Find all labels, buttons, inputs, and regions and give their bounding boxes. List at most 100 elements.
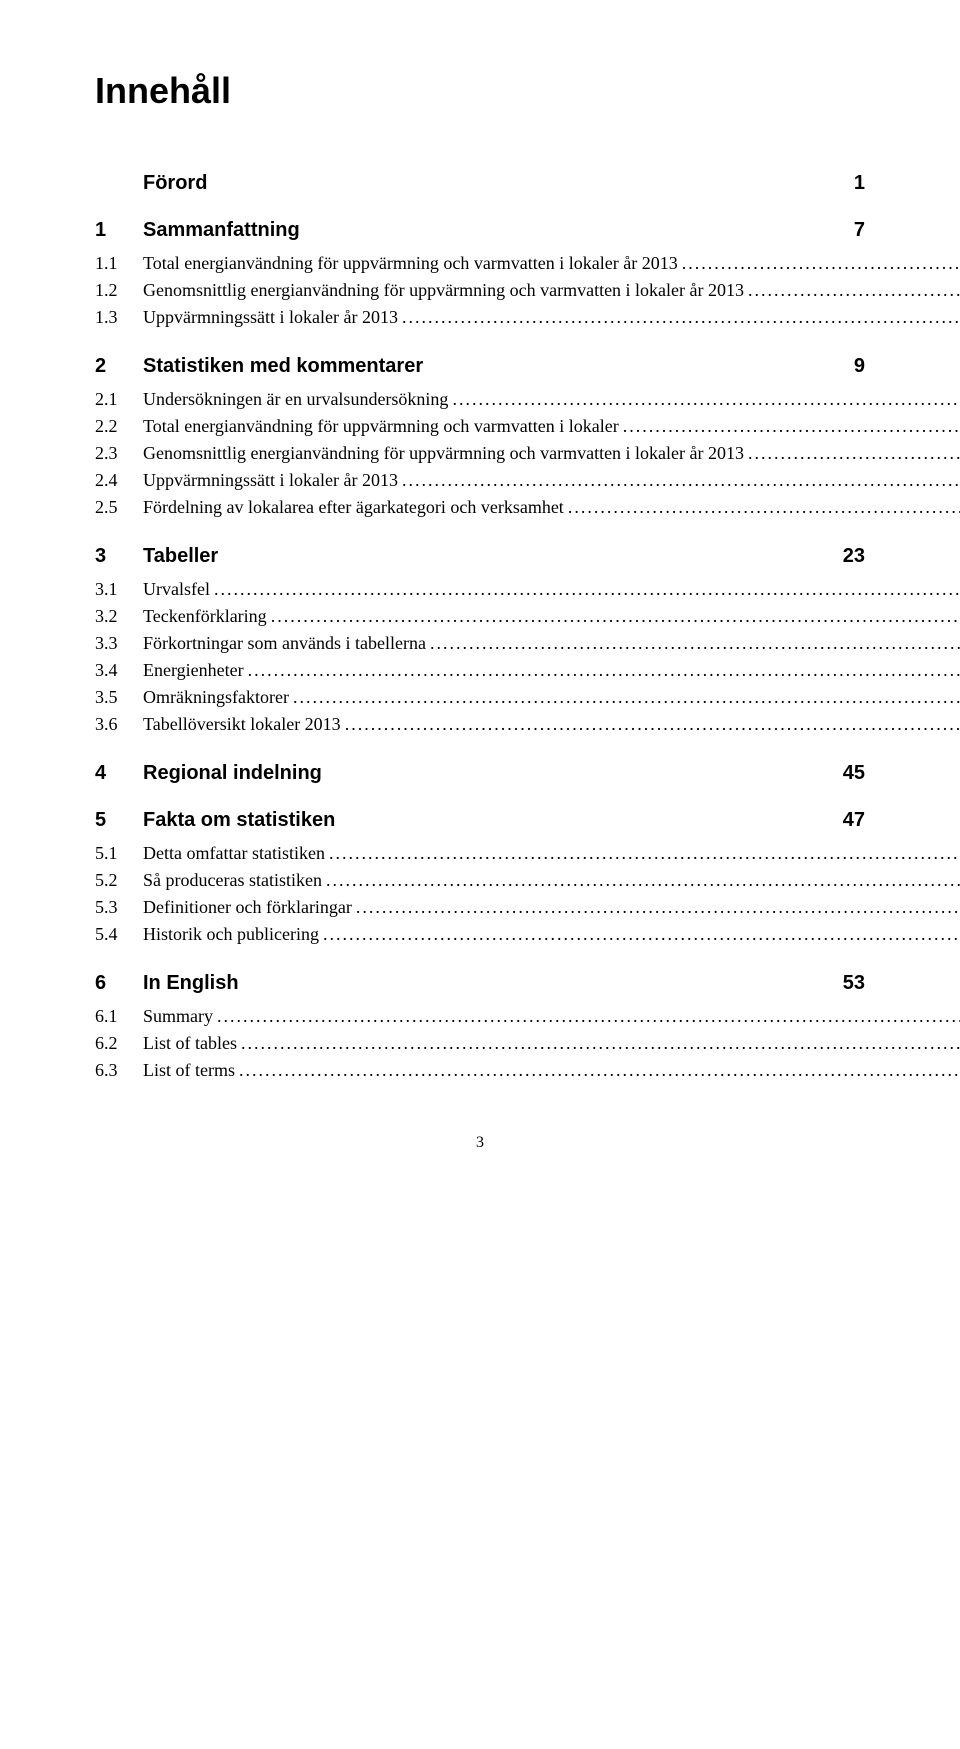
toc-section-heading: 2Statistiken med kommentarer9 [95,355,865,378]
toc-leader-dots [748,440,960,467]
toc-entry-number: 6.2 [95,1030,143,1057]
toc-entry-label-wrap: Uppvärmningssätt i lokaler år 2013 [143,467,960,494]
toc-entry: 2.3Genomsnittlig energianvändning för up… [95,440,865,467]
toc-entry-label: Så produceras statistiken [143,867,322,894]
toc-entry-label-wrap: Summary [143,1003,960,1030]
toc-entry-number: 2.3 [95,440,143,467]
toc-entry-label: Energienheter [143,657,244,684]
toc-entry-label-wrap: Fördelning av lokalarea efter ägarkatego… [143,494,960,521]
toc-entry: 3.6Tabellöversikt lokaler 201324 [95,711,865,738]
page-number: 3 [95,1134,865,1152]
toc-leader-dots [271,603,960,630]
toc-leader-dots [430,630,960,657]
toc-entry-label: Omräkningsfaktorer [143,684,289,711]
toc-entry-label: Definitioner och förklaringar [143,894,352,921]
toc-leader-dots [356,894,960,921]
toc-entry: 3.1Urvalsfel23 [95,576,865,603]
toc-entry-label-wrap: Detta omfattar statistiken [143,840,960,867]
toc-section-page: 9 [846,355,865,378]
toc-section-label: Statistiken med kommentarer [143,355,846,378]
toc-entry: 3.3Förkortningar som används i tabellern… [95,630,865,657]
toc-entry-label: Historik och publicering [143,921,319,948]
toc-entry-label-wrap: Undersökningen är en urvalsundersökning [143,386,960,413]
toc-leader-dots [682,250,960,277]
toc-leader-dots [323,921,960,948]
toc-leader-dots [452,386,960,413]
toc-entry-label: Teckenförklaring [143,603,267,630]
toc-leader-dots [241,1030,960,1057]
toc-entry-label-wrap: Historik och publicering [143,921,960,948]
toc-entry-label: List of tables [143,1030,237,1057]
toc-entry-label-wrap: Urvalsfel [143,576,960,603]
toc-entry: 2.5Fördelning av lokalarea efter ägarkat… [95,494,865,521]
toc-entry: 5.2Så produceras statistiken47 [95,867,865,894]
toc-section-heading: 5Fakta om statistiken47 [95,809,865,832]
toc-section-page: 1 [846,172,865,195]
toc-leader-dots [748,277,960,304]
toc-section-page: 23 [835,545,865,568]
toc-section-page: 7 [846,219,865,242]
toc-entry-label: Förkortningar som används i tabellerna [143,630,426,657]
toc-entry-label-wrap: Teckenförklaring [143,603,960,630]
toc-entry-number: 1.3 [95,304,143,331]
toc-entry-number: 2.5 [95,494,143,521]
toc-entry: 1.3Uppvärmningssätt i lokaler år 20138 [95,304,865,331]
toc-entry-number: 3.2 [95,603,143,630]
toc-leader-dots [329,840,960,867]
toc-leader-dots [239,1057,960,1084]
toc-section-heading: 4Regional indelning45 [95,762,865,785]
toc-entry-label-wrap: Energienheter [143,657,960,684]
toc-entry: 5.4Historik och publicering52 [95,921,865,948]
toc-entry-number: 5.2 [95,867,143,894]
toc-section-number: 1 [95,219,143,242]
toc-entry-number: 5.4 [95,921,143,948]
toc-entry: 6.2List of tables54 [95,1030,865,1057]
toc-entry-number: 2.4 [95,467,143,494]
toc-entry: 1.1Total energianvändning för uppvärmnin… [95,250,865,277]
toc-entry-label-wrap: Så produceras statistiken [143,867,960,894]
toc-section-page: 53 [835,972,865,995]
toc-entry-label: Fördelning av lokalarea efter ägarkatego… [143,494,564,521]
toc-entry-number: 5.1 [95,840,143,867]
toc-entry-label: Undersökningen är en urvalsundersökning [143,386,448,413]
toc-section-heading: 6In English53 [95,972,865,995]
toc-entry-label-wrap: Förkortningar som används i tabellerna [143,630,960,657]
toc-entry-label-wrap: List of terms [143,1057,960,1084]
toc-entry-number: 2.2 [95,413,143,440]
toc-entry-number: 1.1 [95,250,143,277]
toc-entry: 6.3List of terms56 [95,1057,865,1084]
toc-entry-label: Genomsnittlig energianvändning för uppvä… [143,440,744,467]
toc-leader-dots [345,711,960,738]
toc-entry: 1.2Genomsnittlig energianvändning för up… [95,277,865,304]
toc-entry-label-wrap: Total energianvändning för uppvärmning o… [143,413,960,440]
toc-entry-number: 1.2 [95,277,143,304]
toc-leader-dots [568,494,960,521]
page-title: Innehåll [95,70,865,112]
page-container: Innehåll Förord11Sammanfattning71.1Total… [0,0,960,1212]
toc-leader-dots [214,576,960,603]
toc-entry-number: 2.1 [95,386,143,413]
toc-section-heading: 1Sammanfattning7 [95,219,865,242]
toc-entry: 5.1Detta omfattar statistiken47 [95,840,865,867]
toc-entry-label-wrap: Tabellöversikt lokaler 2013 [143,711,960,738]
toc-entry-label: Total energianvändning för uppvärmning o… [143,413,619,440]
toc-section-label: In English [143,972,835,995]
toc-entry-label: Total energianvändning för uppvärmning o… [143,250,678,277]
toc-entry: 3.2Teckenförklaring23 [95,603,865,630]
toc-leader-dots [326,867,960,894]
toc-entry-label: Genomsnittlig energianvändning för uppvä… [143,277,744,304]
toc-entry-label: Summary [143,1003,213,1030]
toc-section-page: 47 [835,809,865,832]
toc-entry-number: 3.5 [95,684,143,711]
toc-section-label: Förord [143,172,846,195]
toc-leader-dots [293,684,960,711]
toc-entry-label: Tabellöversikt lokaler 2013 [143,711,341,738]
toc-entry-label-wrap: Omräkningsfaktorer [143,684,960,711]
toc-entry: 2.4Uppvärmningssätt i lokaler år 201315 [95,467,865,494]
toc-entry-number: 5.3 [95,894,143,921]
toc-section-heading: 3Tabeller23 [95,545,865,568]
toc-section-label: Sammanfattning [143,219,846,242]
toc-section-label: Fakta om statistiken [143,809,835,832]
toc-section-page: 45 [835,762,865,785]
toc-entry-label-wrap: Total energianvändning för uppvärmning o… [143,250,960,277]
